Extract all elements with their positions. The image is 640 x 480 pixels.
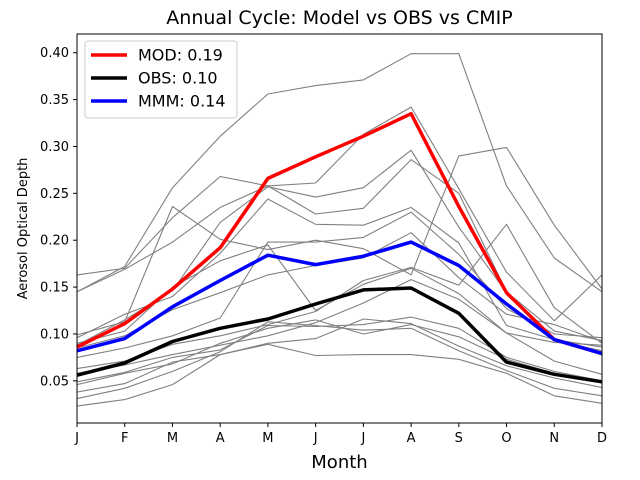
- y-tick-label: 0.35: [40, 93, 69, 108]
- x-tick-label: J: [360, 431, 365, 446]
- cmip-model-line-14: [76, 318, 603, 393]
- x-axis-label: Month: [311, 452, 367, 473]
- mmm-series-line: [76, 240, 603, 356]
- y-axis-label: Aerosol Optical Depth: [16, 158, 31, 300]
- chart-title: Annual Cycle: Model vs OBS vs CMIP: [166, 7, 512, 29]
- cmip-model-line-16: [76, 343, 603, 407]
- legend-box: [84, 40, 238, 119]
- legend-mod-label: MOD: 0.19: [138, 46, 223, 65]
- legend: MOD: 0.19 OBS: 0.10 MMM: 0.14: [84, 40, 238, 119]
- plot-frame: [76, 33, 603, 424]
- cmip-model-line-13: [76, 319, 603, 386]
- obs-series-line: [76, 286, 603, 384]
- cmip-model-line-6: [76, 198, 603, 348]
- cmip-model-line-9: [76, 211, 603, 358]
- cmip-model-line-11: [76, 279, 603, 375]
- y-tick-label: 0.40: [40, 46, 69, 61]
- cmip-model-line-12: [76, 316, 603, 383]
- legend-mmm-label: MMM: 0.14: [138, 92, 226, 111]
- y-tick-label: 0.30: [40, 140, 69, 155]
- y-tick-label: 0.10: [40, 327, 69, 342]
- x-tick-label: M: [167, 431, 178, 446]
- x-tick-label: J: [313, 431, 318, 446]
- x-tick-label: N: [549, 431, 559, 446]
- x-tick-label: M: [262, 431, 273, 446]
- x-tick-label: F: [121, 431, 128, 446]
- cmip-model-line-5: [76, 149, 603, 352]
- cmip-model-line-2: [76, 106, 603, 322]
- y-axis-ticks: 0.05 0.10 0.15 0.20 0.25 0.30 0.35 0.40: [40, 46, 77, 389]
- mod-series-line: [76, 111, 603, 356]
- cmip-model-line-15: [76, 321, 603, 400]
- y-tick-label: 0.20: [40, 234, 69, 249]
- cmip-model-lines: [76, 53, 603, 407]
- y-tick-label: 0.05: [40, 374, 69, 389]
- y-tick-label: 0.15: [40, 281, 69, 296]
- main-series-lines: [76, 111, 603, 384]
- x-tick-label: O: [501, 431, 511, 446]
- cmip-model-line-1: [76, 53, 603, 293]
- x-tick-label: D: [597, 431, 607, 446]
- y-tick-label: 0.25: [40, 187, 69, 202]
- x-tick-label: J: [74, 431, 79, 446]
- cmip-model-line-4: [76, 146, 603, 336]
- x-tick-label: S: [455, 431, 463, 446]
- x-tick-label: A: [407, 431, 416, 446]
- x-tick-label: A: [216, 431, 225, 446]
- legend-obs-label: OBS: 0.10: [138, 69, 218, 88]
